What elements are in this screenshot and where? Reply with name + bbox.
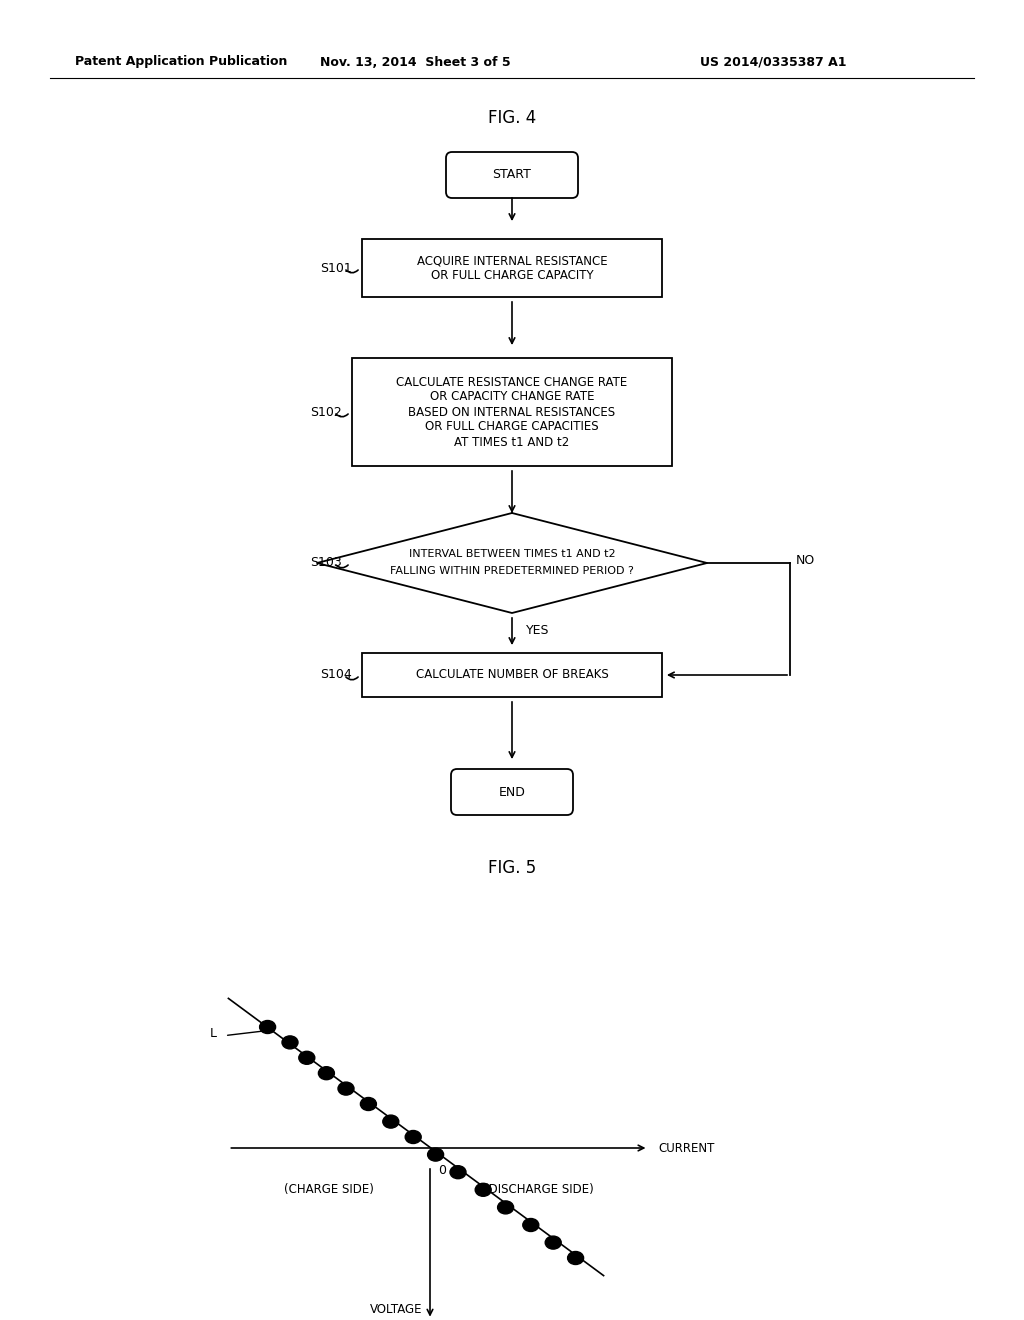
Ellipse shape: [450, 1166, 466, 1179]
Bar: [352, 358, 672, 466]
Ellipse shape: [406, 1130, 421, 1143]
Text: S104: S104: [321, 668, 352, 681]
Text: NO: NO: [796, 554, 815, 568]
Text: YES: YES: [526, 624, 550, 638]
Ellipse shape: [475, 1183, 492, 1196]
Text: START: START: [493, 169, 531, 181]
Text: FALLING WITHIN PREDETERMINED PERIOD ?: FALLING WITHIN PREDETERMINED PERIOD ?: [390, 566, 634, 576]
Text: (CHARGE SIDE): (CHARGE SIDE): [285, 1184, 374, 1196]
Text: CURRENT: CURRENT: [658, 1142, 715, 1155]
Ellipse shape: [360, 1097, 377, 1110]
Text: S101: S101: [321, 261, 352, 275]
Text: Nov. 13, 2014  Sheet 3 of 5: Nov. 13, 2014 Sheet 3 of 5: [319, 55, 510, 69]
Ellipse shape: [282, 1036, 298, 1049]
Text: L: L: [209, 1027, 216, 1040]
Text: INTERVAL BETWEEN TIMES t1 AND t2: INTERVAL BETWEEN TIMES t1 AND t2: [409, 549, 615, 558]
Ellipse shape: [383, 1115, 398, 1129]
Ellipse shape: [545, 1236, 561, 1249]
Text: FIG. 5: FIG. 5: [487, 859, 537, 876]
Text: END: END: [499, 785, 525, 799]
Ellipse shape: [318, 1067, 335, 1080]
FancyBboxPatch shape: [446, 152, 578, 198]
FancyBboxPatch shape: [451, 770, 573, 814]
Ellipse shape: [498, 1201, 514, 1214]
Ellipse shape: [338, 1082, 354, 1096]
Text: (DISCHARGE SIDE): (DISCHARGE SIDE): [484, 1184, 594, 1196]
Text: FIG. 4: FIG. 4: [487, 110, 537, 127]
Ellipse shape: [567, 1251, 584, 1265]
Text: US 2014/0335387 A1: US 2014/0335387 A1: [700, 55, 847, 69]
Text: VOLTAGE: VOLTAGE: [370, 1303, 422, 1316]
Text: Patent Application Publication: Patent Application Publication: [75, 55, 288, 69]
Bar: [362, 239, 662, 297]
Ellipse shape: [299, 1051, 314, 1064]
Bar: [362, 653, 662, 697]
Text: S103: S103: [310, 557, 342, 569]
Text: S102: S102: [310, 405, 342, 418]
Text: ACQUIRE INTERNAL RESISTANCE
OR FULL CHARGE CAPACITY: ACQUIRE INTERNAL RESISTANCE OR FULL CHAR…: [417, 253, 607, 282]
Ellipse shape: [260, 1020, 275, 1034]
Ellipse shape: [523, 1218, 539, 1232]
Ellipse shape: [428, 1148, 443, 1162]
Text: 0: 0: [438, 1164, 446, 1177]
Text: CALCULATE RESISTANCE CHANGE RATE
OR CAPACITY CHANGE RATE
BASED ON INTERNAL RESIS: CALCULATE RESISTANCE CHANGE RATE OR CAPA…: [396, 375, 628, 449]
Text: CALCULATE NUMBER OF BREAKS: CALCULATE NUMBER OF BREAKS: [416, 668, 608, 681]
